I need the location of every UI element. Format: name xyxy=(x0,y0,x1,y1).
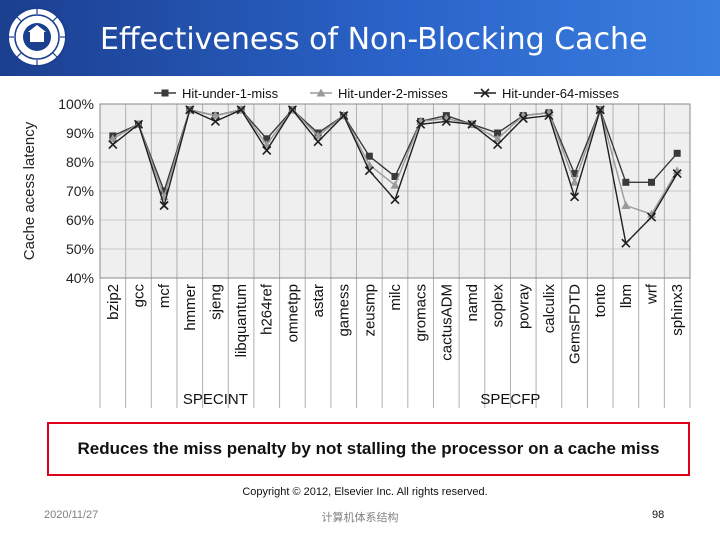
category-label: soplex xyxy=(490,284,507,328)
category-label: wrf xyxy=(644,283,661,305)
data-point-series-2 xyxy=(210,111,220,120)
category-label: milc xyxy=(387,284,404,311)
category-label: astar xyxy=(310,284,327,317)
y-tick-label: 40% xyxy=(66,270,94,286)
category-label: GemsFDTD xyxy=(567,284,584,364)
data-point-series-3 xyxy=(467,119,477,129)
y-tick-label: 90% xyxy=(66,125,94,141)
data-point-series-3 xyxy=(441,116,451,126)
data-point-series-3 xyxy=(621,238,631,248)
data-point-series-1 xyxy=(571,170,579,178)
group-label: SPECFP xyxy=(480,391,540,408)
legend-marker-2 xyxy=(316,88,326,97)
data-point-series-1 xyxy=(160,187,168,195)
data-point-series-2 xyxy=(390,180,400,189)
data-point-series-3 xyxy=(518,113,528,124)
slide-header: Effectiveness of Non-Blocking Cache xyxy=(0,0,720,76)
data-point-series-3 xyxy=(339,111,349,121)
data-point-series-1 xyxy=(494,129,502,137)
plot-frame xyxy=(99,103,691,279)
data-point-series-3 xyxy=(595,105,605,115)
data-point-series-1 xyxy=(365,152,373,160)
category-label: povray xyxy=(515,284,532,330)
y-tick-label: 70% xyxy=(66,183,94,199)
category-label: tonto xyxy=(592,284,609,317)
legend-label: Hit-under-1-miss xyxy=(182,86,279,101)
data-point-series-1 xyxy=(263,135,271,143)
category-label: mcf xyxy=(156,283,173,308)
data-point-series-3 xyxy=(493,140,503,150)
legend-label: Hit-under-2-misses xyxy=(338,86,448,101)
legend-marker-1 xyxy=(161,89,169,97)
data-point-series-3 xyxy=(133,119,144,129)
data-point-series-1 xyxy=(673,149,681,157)
category-label: sjeng xyxy=(207,284,224,320)
data-point-series-3 xyxy=(544,111,554,121)
data-point-series-2 xyxy=(313,131,323,140)
data-point-series-3 xyxy=(185,105,195,115)
category-label: calculix xyxy=(541,284,558,334)
category-label: gamess xyxy=(336,284,353,337)
page-title: Effectiveness of Non-Blocking Cache xyxy=(100,22,648,57)
data-point-series-3 xyxy=(569,192,580,202)
group-label: SPECINT xyxy=(183,391,248,408)
data-point-series-3 xyxy=(390,195,400,205)
category-label: hmmer xyxy=(182,284,199,331)
data-point-series-2 xyxy=(493,134,503,143)
category-label: cactusADM xyxy=(438,284,455,361)
data-point-series-3 xyxy=(287,105,297,115)
category-label: namd xyxy=(464,284,481,322)
data-point-series-1 xyxy=(391,173,399,180)
category-label: gromacs xyxy=(413,284,430,342)
legend-label: Hit-under-64-misses xyxy=(502,86,620,101)
y-tick-label: 60% xyxy=(66,212,94,228)
y-tick-label: 100% xyxy=(58,96,94,112)
data-point-series-3 xyxy=(262,145,272,155)
university-seal-icon xyxy=(7,7,67,67)
data-point-series-1 xyxy=(648,178,656,186)
data-point-series-3 xyxy=(236,105,246,115)
data-point-series-3 xyxy=(108,140,118,150)
callout-box: Reduces the miss penalty by not stalling… xyxy=(47,422,690,476)
data-point-series-3 xyxy=(364,166,374,176)
data-point-series-1 xyxy=(622,178,630,186)
data-point-series-3 xyxy=(313,137,323,147)
data-point-series-3 xyxy=(210,116,221,126)
data-point-series-3 xyxy=(646,212,657,222)
data-point-series-3 xyxy=(672,169,682,179)
data-point-series-2 xyxy=(621,201,631,209)
category-label: lbm xyxy=(618,284,635,308)
y-axis-label: Cache acess latency xyxy=(21,121,38,260)
category-label: zeusmp xyxy=(361,284,378,337)
data-point-series-2 xyxy=(570,177,580,186)
category-label: libquantum xyxy=(233,284,250,357)
category-label: bzip2 xyxy=(105,284,122,320)
category-label: sphinx3 xyxy=(669,284,686,336)
y-tick-label: 80% xyxy=(66,154,94,170)
category-label: omnetpp xyxy=(284,284,301,342)
y-tick-label: 50% xyxy=(66,241,94,257)
cache-latency-chart: 40% 50% 60% 70% 80% 90% 100% Cache acess latenc… xyxy=(21,86,691,408)
page-number: 98 xyxy=(652,509,665,521)
legend-marker-3 xyxy=(480,88,490,98)
data-point-series-2 xyxy=(108,134,118,143)
category-label: gcc xyxy=(130,284,147,308)
data-point-series-3 xyxy=(159,200,169,211)
footer-date: 2020/11/27 xyxy=(44,509,99,521)
data-point-series-3 xyxy=(416,119,426,129)
category-label: h264ref xyxy=(259,283,276,335)
copyright-text: Copyright © 2012, Elsevier Inc. All righ… xyxy=(242,486,488,498)
footer-course-name: 计算机体系结构 xyxy=(321,512,399,524)
